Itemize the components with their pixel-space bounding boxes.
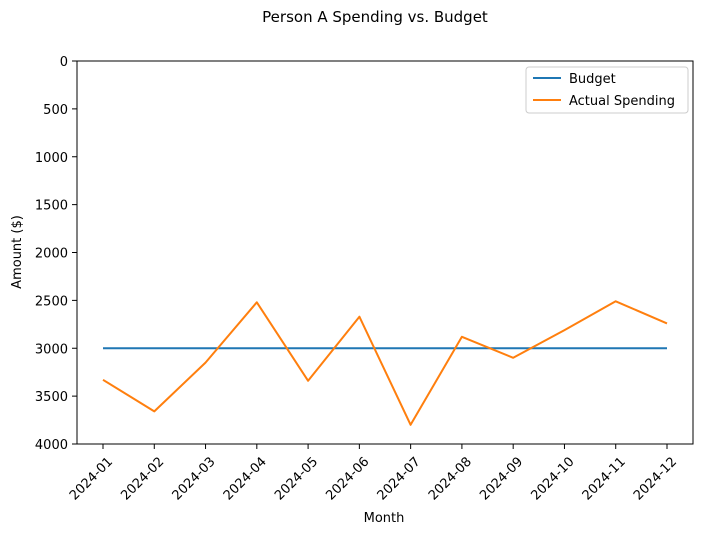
y-tick-label: 4000 <box>35 438 68 453</box>
y-axis: 0 500 1000 1500 2000 2500 3000 3500 4000 <box>35 55 77 453</box>
legend: Budget Actual Spending <box>525 66 689 114</box>
y-tick-label: 1000 <box>35 151 68 166</box>
series-line-actual-spending <box>102 300 668 426</box>
legend-box <box>525 66 689 114</box>
chart-title: Person A Spending vs. Budget <box>262 8 488 26</box>
y-tick-label: 2000 <box>35 247 68 262</box>
y-tick-label: 2500 <box>35 294 68 309</box>
x-axis-title: Month <box>364 511 405 526</box>
y-tick-label: 3000 <box>35 342 68 357</box>
legend-label-budget: Budget <box>569 72 616 87</box>
y-axis-title: Amount ($) <box>10 215 25 289</box>
y-tick-label: 3500 <box>35 390 68 405</box>
y-tick-label: 500 <box>43 103 68 118</box>
y-tick-label: 0 <box>60 55 68 70</box>
series-layer <box>102 300 668 426</box>
legend-label-actual-spending: Actual Spending <box>569 94 675 109</box>
y-tick-label: 1500 <box>35 199 68 214</box>
